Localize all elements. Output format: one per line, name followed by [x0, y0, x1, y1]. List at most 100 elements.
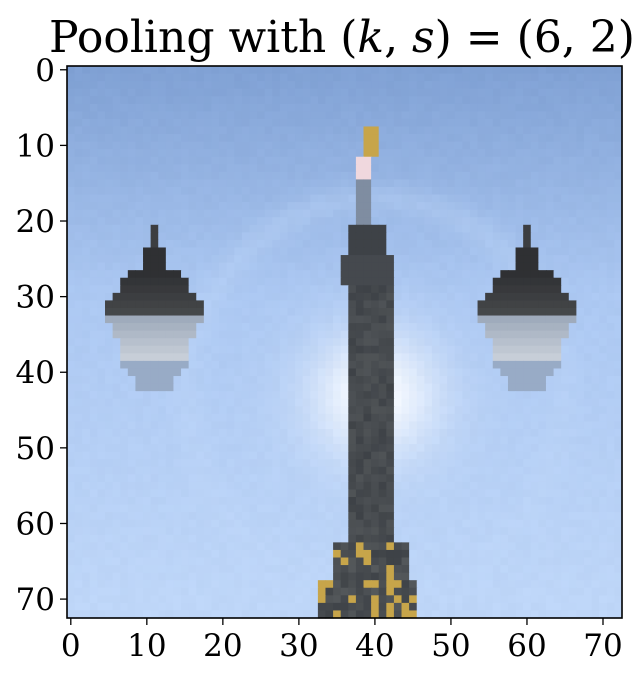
heatmap-cell: [386, 489, 395, 498]
heatmap-cell: [545, 126, 555, 135]
heatmap-cell: [219, 247, 228, 256]
heatmap-cell: [310, 81, 319, 90]
heatmap-cell: [272, 103, 281, 112]
heatmap-cell: [492, 73, 501, 82]
heatmap-cell: [310, 542, 319, 551]
heatmap-cell: [295, 406, 304, 415]
heatmap-cell: [325, 481, 334, 491]
heatmap-cell: [393, 444, 403, 453]
heatmap-cell: [249, 421, 258, 430]
heatmap-cell: [462, 534, 471, 543]
heatmap-cell: [500, 307, 509, 317]
heatmap-cell: [576, 436, 585, 445]
heatmap-cell: [264, 118, 273, 128]
heatmap-cell: [173, 580, 182, 589]
heatmap-cell: [211, 489, 220, 498]
heatmap-cell: [203, 239, 213, 249]
heatmap-cell: [447, 421, 456, 430]
heatmap-cell: [241, 66, 251, 75]
heatmap-cell: [431, 542, 441, 551]
heatmap-cell: [386, 481, 395, 491]
heatmap-cell: [82, 134, 91, 143]
heatmap-cell: [196, 88, 205, 97]
heatmap-cell: [226, 224, 235, 233]
heatmap-cell: [538, 572, 547, 581]
heatmap-cell: [196, 307, 205, 317]
heatmap-cell: [143, 542, 152, 551]
heatmap-cell: [599, 285, 608, 294]
heatmap-cell: [97, 489, 106, 498]
heatmap-cell: [127, 323, 137, 332]
heatmap-cell: [333, 323, 342, 332]
heatmap-cell: [257, 459, 266, 468]
heatmap-cell: [386, 368, 395, 377]
heatmap-cell: [561, 413, 570, 422]
heatmap-cell: [447, 572, 456, 581]
heatmap-cell: [523, 549, 532, 559]
heatmap-cell: [272, 171, 281, 181]
heatmap-cell: [67, 66, 76, 75]
heatmap-cell: [203, 421, 213, 430]
heatmap-cell: [325, 179, 334, 188]
heatmap-cell: [340, 179, 349, 188]
heatmap-cell: [371, 383, 380, 392]
heatmap-cell: [158, 270, 167, 279]
heatmap-cell: [424, 277, 433, 286]
heatmap-cell: [553, 565, 562, 574]
heatmap-cell: [310, 179, 319, 188]
heatmap-cell: [89, 413, 99, 422]
heatmap-cell: [165, 481, 175, 491]
heatmap-cell: [173, 428, 182, 438]
heatmap-cell: [530, 88, 539, 97]
heatmap-cell: [173, 171, 182, 181]
heatmap-cell: [363, 209, 372, 218]
heatmap-cell: [150, 557, 159, 566]
heatmap-cell: [363, 111, 372, 120]
heatmap-cell: [599, 118, 608, 128]
heatmap-cell: [545, 497, 555, 506]
heatmap-cell: [97, 217, 106, 226]
heatmap-cell: [143, 489, 152, 498]
heatmap-cell: [409, 542, 418, 551]
heatmap-cell: [97, 224, 106, 233]
heatmap-cell: [500, 164, 509, 173]
heatmap-cell: [477, 224, 486, 233]
heatmap-cell: [492, 542, 501, 551]
heatmap-cell: [500, 557, 509, 566]
heatmap-cell: [401, 202, 410, 211]
heatmap-cell: [89, 330, 99, 339]
heatmap-cell: [241, 376, 251, 385]
heatmap-cell: [355, 73, 365, 82]
heatmap-cell: [507, 103, 517, 112]
heatmap-cell: [553, 255, 562, 264]
heatmap-cell: [545, 323, 555, 332]
heatmap-cell: [203, 88, 213, 97]
heatmap-cell: [393, 66, 403, 75]
heatmap-cell: [219, 232, 228, 241]
heatmap-cell: [393, 451, 403, 460]
heatmap-cell: [173, 376, 182, 385]
heatmap-cell: [469, 466, 479, 475]
heatmap-cell: [561, 428, 570, 438]
heatmap-cell: [477, 232, 486, 241]
heatmap-cell: [135, 255, 144, 264]
heatmap-cell: [568, 134, 577, 143]
heatmap-cell: [591, 186, 600, 196]
heatmap-cell: [538, 232, 547, 241]
heatmap-cell: [226, 451, 235, 460]
heatmap-cell: [416, 360, 425, 370]
heatmap-cell: [500, 134, 509, 143]
heatmap-cell: [568, 126, 577, 135]
heatmap-cell: [150, 572, 159, 581]
heatmap-cell: [500, 353, 509, 362]
heatmap-cell: [348, 315, 357, 324]
heatmap-cell: [523, 527, 532, 536]
heatmap-cell: [234, 512, 243, 521]
heatmap-cell: [264, 557, 273, 566]
heatmap-cell: [515, 270, 524, 279]
heatmap-cell: [325, 338, 334, 347]
heatmap-cell: [279, 88, 289, 97]
heatmap-cell: [355, 497, 365, 506]
heatmap-cell: [355, 209, 365, 218]
heatmap-cell: [234, 270, 243, 279]
